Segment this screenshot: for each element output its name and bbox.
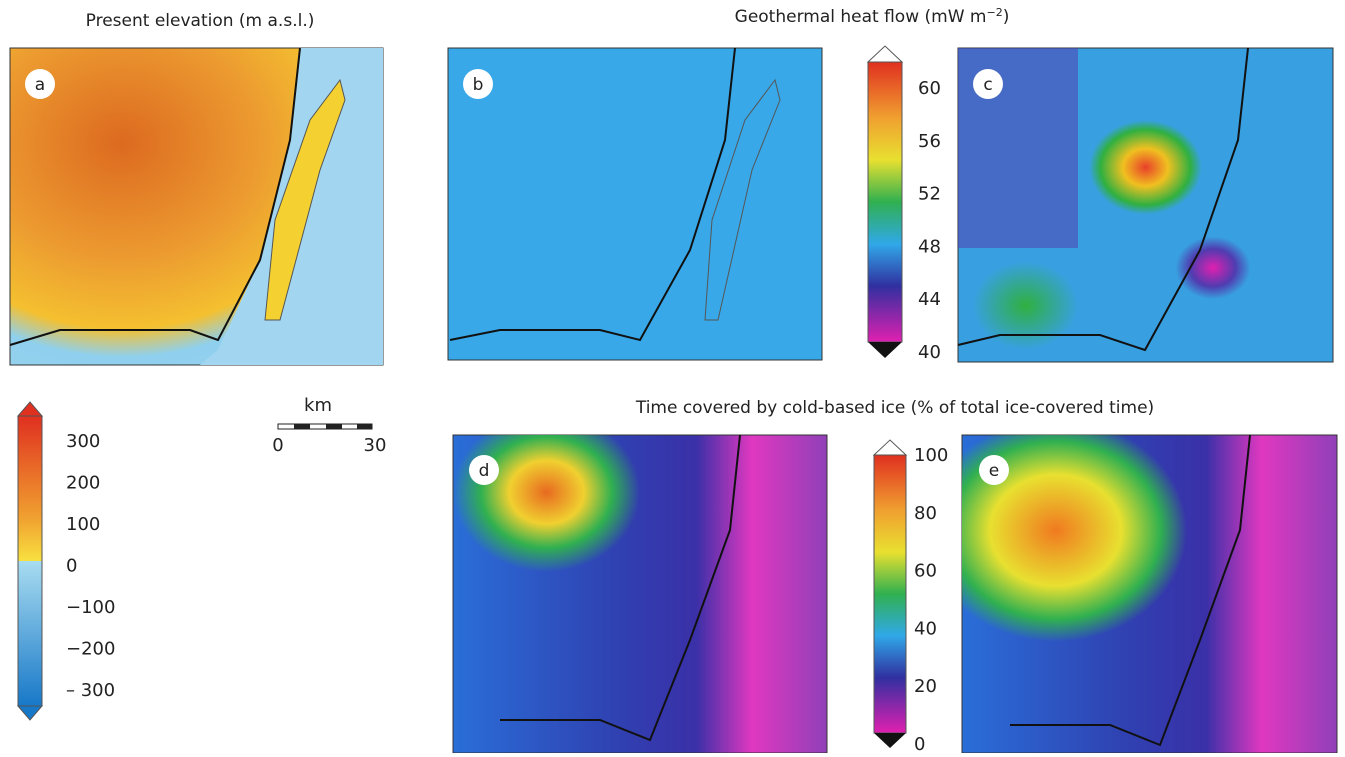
scale-start: 0 xyxy=(272,435,283,456)
scale-bar: km 0 30 xyxy=(272,395,386,456)
map-e xyxy=(961,434,1338,754)
panel-title: Time covered by cold-based ice (% of tot… xyxy=(635,398,1154,418)
colorbar-label: 300 xyxy=(66,431,100,452)
scale-unit: km xyxy=(304,395,332,416)
colorbar-label: 40 xyxy=(918,342,941,363)
panel-label: c xyxy=(983,75,992,95)
colorbar-label: 100 xyxy=(914,445,948,466)
map-c xyxy=(957,47,1334,363)
colorbar-label: 100 xyxy=(66,514,100,535)
colorbar-label: 20 xyxy=(914,676,937,697)
panel-badge xyxy=(463,69,493,99)
panel-label: e xyxy=(989,461,999,481)
map-b xyxy=(447,47,823,361)
colorbar-elevation xyxy=(16,401,44,721)
colorbar-label: – 300 xyxy=(66,680,115,701)
scale-end: 30 xyxy=(364,435,387,456)
colorbar-label: 200 xyxy=(66,473,100,494)
panel-title: Geothermal heat flow (mW m−2) xyxy=(735,6,1010,27)
map-d xyxy=(452,434,828,754)
colorbar-label: 0 xyxy=(66,556,77,577)
colorbar-label: 80 xyxy=(914,503,937,524)
colorbar-ice xyxy=(872,439,908,748)
colorbar-label: 40 xyxy=(914,618,937,639)
panel-badge xyxy=(979,455,1009,485)
colorbar-label: −100 xyxy=(66,597,115,618)
colorbar-label: 44 xyxy=(918,289,941,310)
colorbar-label: 52 xyxy=(918,184,941,205)
colorbar-heat xyxy=(866,45,904,358)
colorbar-label: 56 xyxy=(918,131,941,152)
panel-label: b xyxy=(473,75,484,95)
colorbar-label: 60 xyxy=(914,561,937,582)
colorbar-label: −200 xyxy=(66,639,115,660)
title-superscript: −2 xyxy=(986,6,1002,19)
colorbar-label: 0 xyxy=(914,734,925,753)
panel-label: d xyxy=(479,461,490,481)
map-a xyxy=(9,47,384,366)
panel-badge xyxy=(25,69,55,99)
panel-title: Present elevation (m a.s.l.) xyxy=(86,11,315,31)
title-text: Geothermal heat flow (mW m xyxy=(735,7,987,27)
panel-label: a xyxy=(35,75,45,95)
title-text: ) xyxy=(1003,7,1010,27)
colorbar-label: 60 xyxy=(918,78,941,99)
panel-badge xyxy=(469,455,499,485)
colorbar-label: 48 xyxy=(918,236,941,257)
panel-badge xyxy=(973,69,1003,99)
